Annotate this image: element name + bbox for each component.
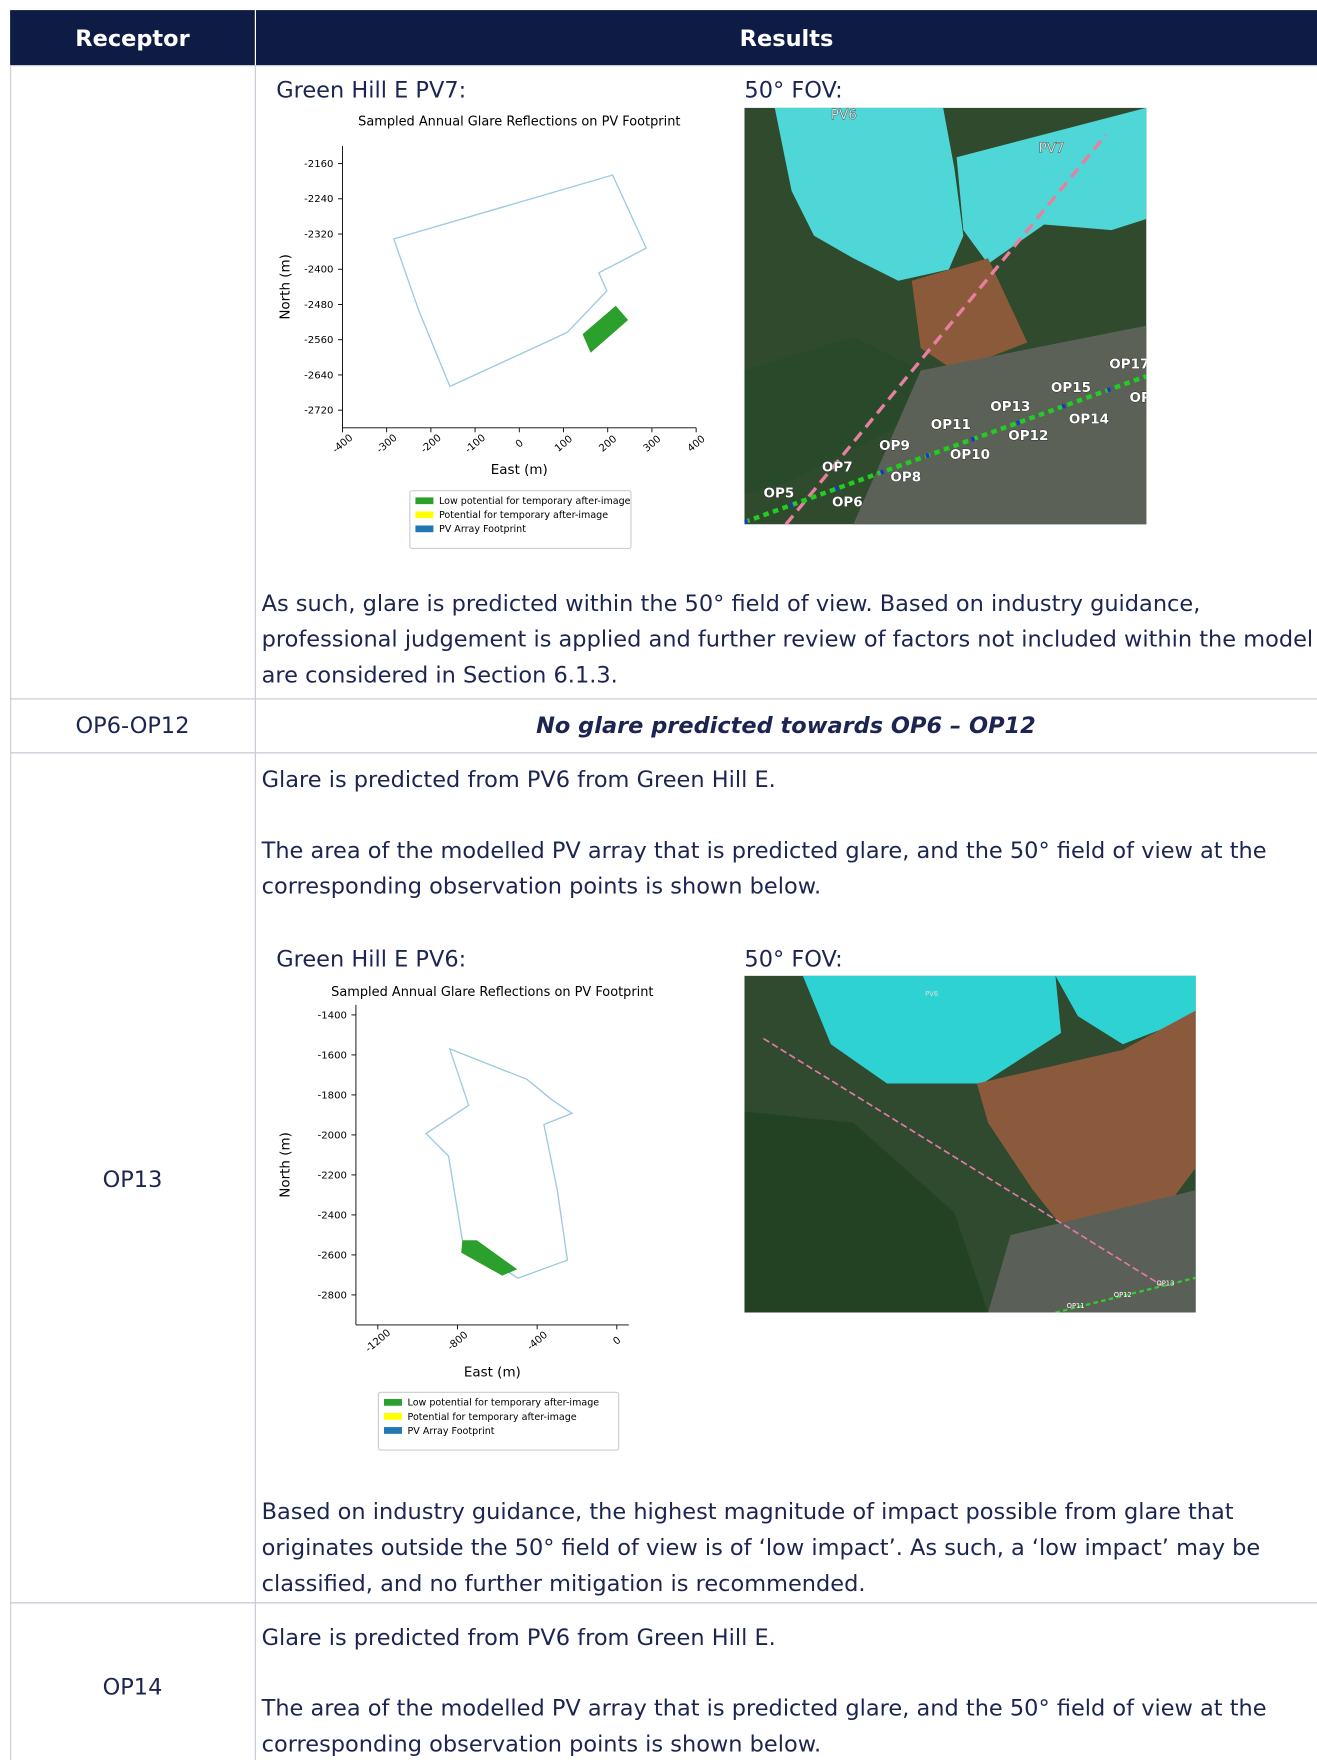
map-label: OP14 <box>1069 411 1109 427</box>
receptor: OP6-OP12 <box>75 711 190 739</box>
figure-heading: 50° FOV: <box>744 76 843 104</box>
x-tick-label: -400 <box>331 433 356 456</box>
map-label: OP12 <box>1114 1291 1132 1299</box>
figure-heading: 50° FOV: <box>744 945 843 973</box>
x-tick-label: 100 <box>553 434 575 455</box>
map-label: OP6 <box>832 494 863 510</box>
legend-box <box>409 490 632 550</box>
y-tick-label: -2240 <box>304 194 333 205</box>
y-tick-label: -2800 <box>318 1290 347 1301</box>
cell <box>254 1602 1317 1760</box>
y-tick-label: -2400 <box>304 265 333 276</box>
legend-swatch <box>415 497 434 505</box>
y-tick-label: -2480 <box>304 300 333 311</box>
x-tick-label: -1200 <box>364 1328 394 1355</box>
x-tick-label: -300 <box>375 433 400 456</box>
receptor: OP14 <box>102 1672 163 1700</box>
pv-footprint <box>424 1047 574 1279</box>
chart-title: Sampled Annual Glare Reflections on PV F… <box>331 985 653 1000</box>
x-axis-label: East (m) <box>491 462 548 478</box>
map-label: OP7 <box>822 460 853 476</box>
map-label: OP12 <box>1008 428 1048 444</box>
y-tick-label: -1400 <box>318 1010 347 1021</box>
map-label: OP17 <box>1109 356 1149 372</box>
y-tick-label: -2160 <box>304 159 333 170</box>
legend-label: Low potential for temporary after-image <box>408 1398 600 1409</box>
paragraph: As such, glare is predicted within the 5… <box>261 589 1314 689</box>
map-label: OP8 <box>890 470 921 486</box>
y-tick-label: -2560 <box>304 335 333 346</box>
map-label: OP5 <box>764 485 795 501</box>
x-tick-label: -800 <box>446 1330 471 1353</box>
legend-swatch <box>383 1413 402 1420</box>
map-label: OP10 <box>950 447 990 463</box>
y-tick-label: -2400 <box>318 1210 347 1221</box>
x-tick-label: -200 <box>419 433 444 456</box>
aerial-map: PV6 OP13 OP12 OP11 <box>744 975 1196 1313</box>
paragraph: Based on industry guidance, the highest … <box>261 1497 1261 1597</box>
x-tick-label: 0 <box>611 1335 623 1348</box>
map-label: OP13 <box>990 399 1030 415</box>
x-tick-label: -400 <box>525 1330 550 1353</box>
paragraph: No glare predicted towards OP6 – OP12 <box>536 711 1036 739</box>
legend-swatch <box>415 525 434 533</box>
map-label: OP11 <box>931 417 971 433</box>
map-label: OP11 <box>1067 1302 1085 1310</box>
x-tick-label: 0 <box>514 438 526 451</box>
aerial-map: PV6 PV7 OP17 OP15 OP13 OP11 OP14 OP12 OP… <box>744 107 1151 525</box>
header-cell: Results <box>254 10 1317 66</box>
legend-swatch <box>415 511 434 519</box>
map-label: OP9 <box>879 438 910 454</box>
chart: -2160 -2240 -2320 -2400 -2480 -2560 -2640 -2720… <box>278 115 708 550</box>
legend-box <box>377 1391 620 1451</box>
paragraph: Glare is predicted from PV6 from Green H… <box>261 765 776 793</box>
legend-label: Potential for temporary after-image <box>439 510 608 521</box>
legend-label: PV Array Footprint <box>408 1426 495 1437</box>
chart-title: Sampled Annual Glare Reflections on PV F… <box>358 115 680 130</box>
pv-footprint <box>392 174 648 388</box>
map-label: OP15 <box>1051 380 1091 396</box>
x-tick-label: -100 <box>463 433 488 456</box>
glare-area <box>582 305 629 353</box>
legend-label: Potential for temporary after-image <box>408 1412 577 1423</box>
y-axis-label: North (m) <box>278 1132 294 1198</box>
x-tick-label: 400 <box>686 434 708 455</box>
paragraph: The area of the modelled PV array that i… <box>261 836 1267 900</box>
y-tick-label: -1600 <box>318 1050 347 1061</box>
x-tick-label: 200 <box>597 434 619 455</box>
y-tick-label: -2640 <box>304 370 333 381</box>
glare-area <box>461 1240 518 1276</box>
header-cell: Receptor <box>10 10 255 66</box>
map-label: PV7 <box>1039 141 1065 157</box>
y-tick-label: -2320 <box>304 229 333 240</box>
y-tick-label: -2720 <box>304 406 333 417</box>
legend-swatch <box>383 1427 402 1434</box>
y-tick-label: -1800 <box>318 1090 347 1101</box>
paragraph: The area of the modelled PV array that i… <box>261 1694 1267 1758</box>
map-label: OP <box>1130 390 1151 406</box>
legend-swatch <box>383 1399 402 1406</box>
figure-heading: Green Hill E PV7: <box>276 76 467 104</box>
map-label: PV6 <box>831 107 857 123</box>
chart: -1400 -1600 -1800 -2000 -2200 -2400 -2600 -2800… <box>278 985 653 1451</box>
legend-label: Low potential for temporary after-image <box>439 496 631 507</box>
figure-heading: Green Hill E PV6: <box>276 945 467 973</box>
map-label: PV6 <box>925 990 938 998</box>
map-label: OP13 <box>1156 1280 1174 1288</box>
y-tick-label: -2200 <box>318 1170 347 1181</box>
paragraph: Glare is predicted from PV6 from Green H… <box>261 1623 776 1651</box>
receptor: OP13 <box>102 1165 163 1193</box>
y-tick-label: -2600 <box>318 1250 347 1261</box>
x-axis-label: East (m) <box>464 1365 521 1381</box>
legend-label: PV Array Footprint <box>439 524 526 535</box>
y-axis-label: North (m) <box>278 254 294 320</box>
x-tick-label: 300 <box>642 434 664 455</box>
y-tick-label: -2000 <box>318 1130 347 1141</box>
